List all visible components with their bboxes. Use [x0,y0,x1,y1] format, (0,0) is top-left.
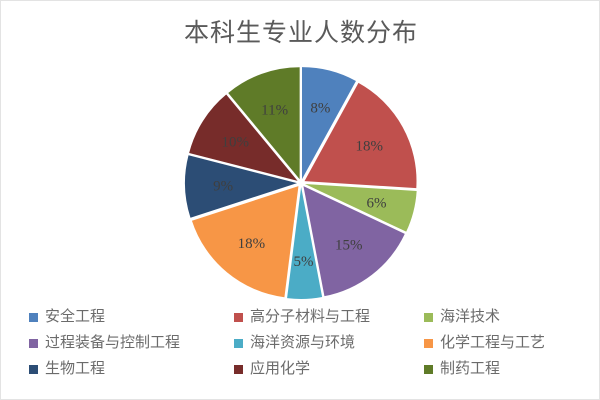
legend-item[interactable]: 生物工程 [29,356,234,382]
legend-color-swatch-icon [424,364,433,374]
pie-slice[interactable] [191,186,299,298]
pie-slice-label: 10% [221,134,249,150]
pie-slice-label: 9% [213,178,233,194]
chart-legend: 安全工程 高分子材料与工程 海洋技术过程装备与控制工程 海洋资源与环境 化学工程与工艺生… [29,304,574,382]
legend-item[interactable]: 海洋技术 [424,304,574,330]
legend-item[interactable]: 海洋资源与环境 [234,330,424,356]
legend-item[interactable]: 过程装备与控制工程 [29,330,234,356]
pie-slice-group [184,67,417,299]
legend-item[interactable]: 应用化学 [234,356,424,382]
legend-item[interactable]: 高分子材料与工程 [234,304,424,330]
pie-label-group: 8% 18% 6% 15% 5% 18% 9% 10% 11% [213,101,386,270]
legend-item-label: 高分子材料与工程 [250,308,371,325]
pie-slice[interactable] [304,82,417,189]
legend-item-label: 过程装备与控制工程 [45,334,181,351]
legend-item-label: 海洋资源与环境 [250,334,356,351]
pie-slice-label: 5% [293,254,313,270]
legend-item[interactable]: 制药工程 [424,356,574,382]
pie-slice-label: 18% [238,236,266,252]
legend-color-swatch-icon [29,312,38,322]
pie-chart-plot-area: 8% 18% 6% 15% 5% 18% 9% 10% 11% [181,63,421,303]
pie-slice-label: 11% [261,103,288,119]
legend-color-swatch-icon [424,312,433,322]
legend-color-swatch-icon [234,338,243,348]
pie-slice[interactable] [287,187,323,299]
pie-chart-svg: 8% 18% 6% 15% 5% 18% 9% 10% 11% [184,67,417,299]
pie-slice-label: 15% [335,238,363,254]
pie-slice-label: 8% [310,101,330,117]
legend-item-label: 安全工程 [45,308,106,325]
legend-color-swatch-icon [29,364,38,374]
legend-item[interactable]: 安全工程 [29,304,234,330]
pie-slice[interactable] [184,155,297,218]
legend-item-label: 生物工程 [45,360,106,377]
pie-slice[interactable] [304,183,417,232]
legend-item-label: 化学工程与工艺 [440,334,546,351]
legend-item-label: 应用化学 [250,360,311,377]
legend-color-swatch-icon [234,312,243,322]
chart-title: 本科生专业人数分布 [183,20,418,47]
pie-slice[interactable] [228,67,300,180]
legend-color-swatch-icon [424,338,433,348]
legend-item-label: 制药工程 [440,360,501,377]
legend-item[interactable]: 化学工程与工艺 [424,330,574,356]
pie-slice[interactable] [189,94,298,181]
pie-slice-label: 6% [366,195,386,211]
legend-color-swatch-icon [234,364,243,374]
legend-color-swatch-icon [29,338,38,348]
pie-slice-label: 18% [356,138,384,154]
pie-slice[interactable] [301,67,356,180]
legend-item-label: 海洋技术 [440,308,501,325]
pie-slice[interactable] [303,186,405,297]
